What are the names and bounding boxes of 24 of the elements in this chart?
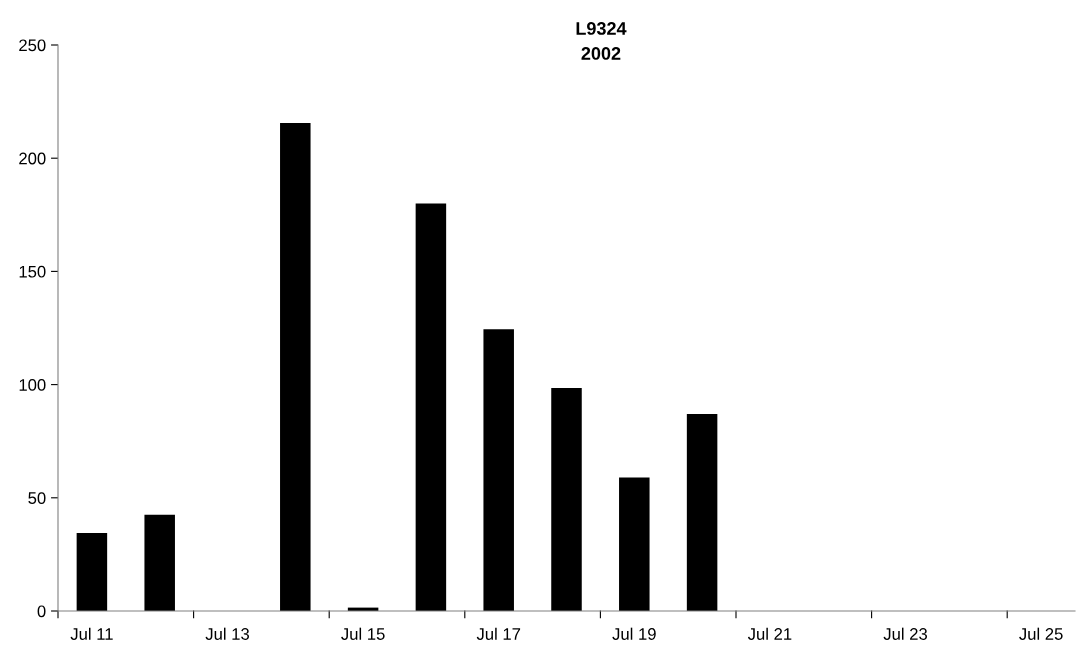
y-tick-label: 100 (19, 379, 46, 391)
x-tick-label: Jul 15 (341, 627, 385, 640)
bar (144, 514, 175, 611)
chart-title: L9324 (576, 22, 627, 35)
bar (76, 532, 108, 611)
bar (415, 203, 447, 611)
y-tick-label: 0 (37, 605, 46, 618)
x-tick-label: Jul 11 (70, 627, 113, 640)
y-tick-label: 150 (19, 265, 46, 278)
x-tick-label: Jul 21 (747, 627, 792, 640)
y-tick-label: 250 (19, 39, 46, 52)
chart-subtitle: 2002 (581, 47, 621, 60)
bar (551, 388, 582, 611)
bar (619, 477, 650, 611)
bar (483, 329, 514, 611)
y-tick-label: 200 (19, 152, 46, 165)
x-tick-label: Jul 13 (205, 627, 250, 640)
x-tick-label: Jul 19 (612, 627, 656, 640)
bar (280, 123, 311, 611)
y-tick-label: 50 (28, 492, 46, 504)
x-tick-label: Jul 25 (1019, 627, 1063, 640)
x-tick-label: Jul 23 (883, 627, 928, 640)
bar (686, 414, 718, 611)
x-tick-label: Jul 17 (476, 627, 521, 640)
